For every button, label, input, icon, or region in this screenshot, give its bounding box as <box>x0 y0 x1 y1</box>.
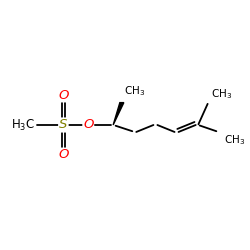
Text: S: S <box>59 118 68 132</box>
Text: O: O <box>58 148 68 161</box>
Text: $\mathsf{CH_3}$: $\mathsf{CH_3}$ <box>224 133 245 147</box>
Polygon shape <box>113 102 124 125</box>
Text: O: O <box>58 89 68 102</box>
Text: $\mathsf{CH_3}$: $\mathsf{CH_3}$ <box>211 87 232 101</box>
Text: $\mathsf{H_3C}$: $\mathsf{H_3C}$ <box>11 118 35 132</box>
Text: O: O <box>83 118 94 132</box>
Text: $\mathsf{CH_3}$: $\mathsf{CH_3}$ <box>124 84 146 98</box>
